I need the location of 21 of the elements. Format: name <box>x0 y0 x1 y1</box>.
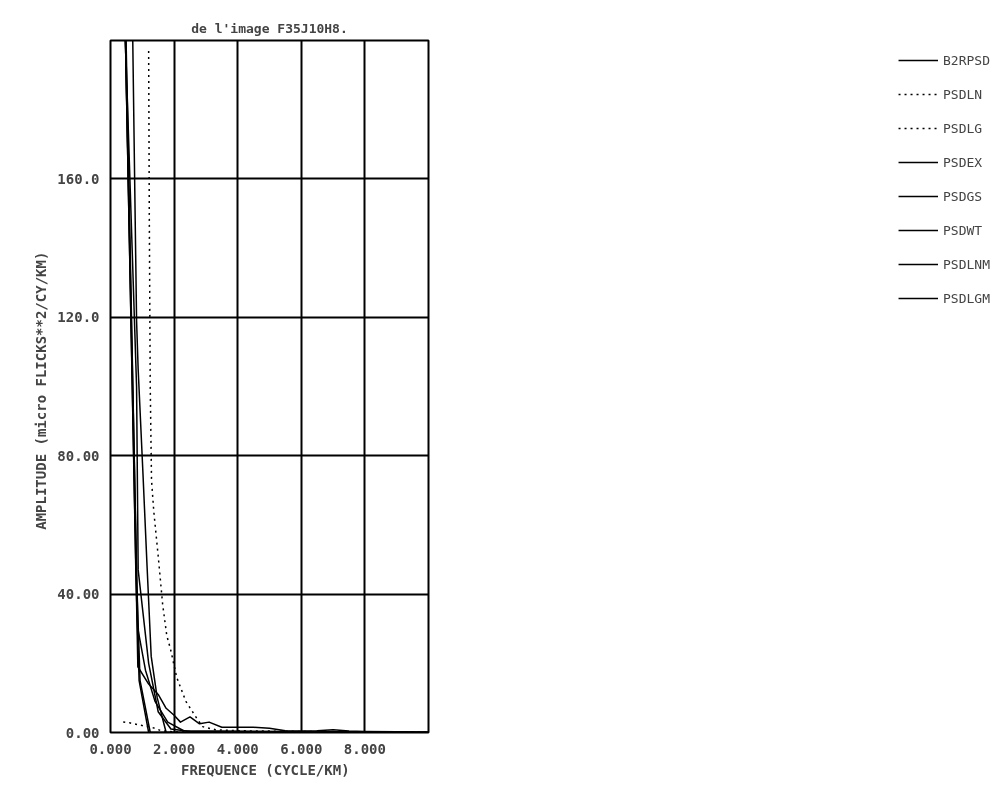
y-tick-label: 120.0 <box>57 309 100 326</box>
legend-label: B2RPSD <box>943 52 990 68</box>
legend-label: PSDLN <box>943 86 983 102</box>
y-tick-label: 40.00 <box>57 586 100 603</box>
x-tick-label: 4.000 <box>216 740 259 757</box>
x-tick-label: 8.000 <box>343 740 386 757</box>
legend-label: PSDEX <box>943 154 983 170</box>
legend-label: PSDLG <box>943 120 983 136</box>
legend-label: PSDWT <box>943 222 983 238</box>
y-tick-label: 0.00 <box>65 724 100 741</box>
y-tick-label: 160.0 <box>57 170 100 187</box>
chart-title: de l'image F35J10H8. <box>191 20 348 36</box>
legend-label: PSDLGM <box>943 290 990 306</box>
x-tick-label: 2.000 <box>153 740 196 757</box>
legend-label: PSDGS <box>943 188 983 204</box>
x-tick-label: 6.000 <box>280 740 323 757</box>
y-tick-label: 80.00 <box>57 447 100 464</box>
y-axis-title: AMPLITUDE (micro FLICKS**2/CY/KM) <box>33 251 50 530</box>
legend-label: PSDLNM <box>943 256 990 272</box>
x-tick-label: 0.000 <box>89 740 132 757</box>
x-axis-title: FREQUENCE (CYCLE/KM) <box>181 761 350 778</box>
